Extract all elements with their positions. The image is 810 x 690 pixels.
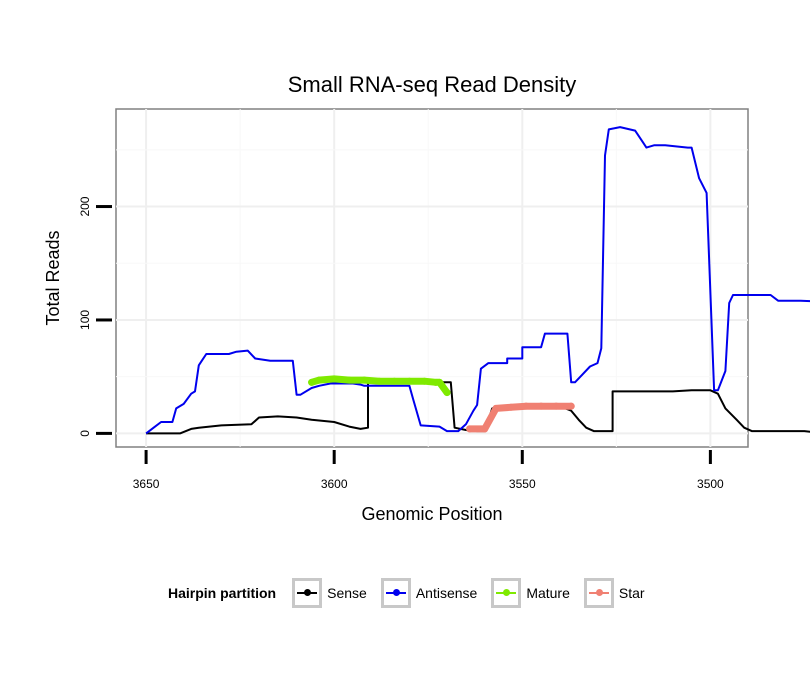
series-point-star bbox=[466, 425, 474, 433]
legend-items: Sense Antisense Mature Star bbox=[292, 578, 658, 608]
x-tick-label: 3650 bbox=[133, 477, 160, 491]
x-tick-label: 3500 bbox=[697, 477, 724, 491]
y-axis-title: Total Reads bbox=[43, 230, 63, 325]
y-tick-label: 0 bbox=[78, 430, 92, 437]
series-point-mature bbox=[345, 376, 353, 384]
series-point-star bbox=[552, 402, 560, 410]
series-point-star bbox=[492, 404, 500, 412]
legend-label: Mature bbox=[526, 585, 570, 601]
y-axis: 0 100 200 bbox=[78, 196, 112, 437]
series-point-star bbox=[507, 403, 515, 411]
series-point-star bbox=[567, 402, 575, 410]
x-axis: 3650 3600 3550 3500 bbox=[133, 450, 724, 491]
x-tick-label: 3550 bbox=[509, 477, 536, 491]
legend-key-mature bbox=[491, 578, 522, 608]
series-point-mature bbox=[436, 378, 444, 386]
series-point-mature bbox=[308, 378, 316, 386]
x-axis-title: Genomic Position bbox=[361, 504, 502, 524]
legend-key-star bbox=[583, 578, 614, 608]
plot-panel bbox=[115, 108, 749, 448]
series-point-mature bbox=[405, 377, 413, 385]
legend-item-mature: Mature bbox=[491, 578, 578, 608]
legend: Hairpin partition Sense Antisense Mature St… bbox=[168, 578, 659, 608]
legend-label: Star bbox=[618, 585, 645, 601]
legend-item-sense: Sense bbox=[292, 578, 375, 608]
series-point-mature bbox=[420, 377, 428, 385]
series-point-star bbox=[522, 402, 530, 410]
series-point-star bbox=[537, 402, 545, 410]
series-layer bbox=[145, 126, 810, 435]
legend-label: Sense bbox=[327, 585, 367, 601]
y-tick-label: 200 bbox=[78, 196, 92, 216]
series-point-mature bbox=[360, 376, 368, 384]
legend-item-star: Star bbox=[583, 578, 653, 608]
legend-item-antisense: Antisense bbox=[380, 578, 485, 608]
series-point-mature bbox=[315, 376, 323, 384]
legend-key-antisense bbox=[380, 578, 411, 608]
chart-title: Small RNA-seq Read Density bbox=[288, 72, 577, 97]
x-tick-label: 3600 bbox=[321, 477, 348, 491]
series-point-mature bbox=[390, 377, 398, 385]
legend-key-sense bbox=[292, 578, 323, 608]
series-point-mature bbox=[443, 389, 451, 397]
series-point-star bbox=[481, 425, 489, 433]
series-point-mature bbox=[330, 375, 338, 383]
legend-title: Hairpin partition bbox=[168, 585, 277, 601]
legend-label: Antisense bbox=[415, 585, 478, 601]
series-point-mature bbox=[375, 377, 383, 385]
y-tick-label: 100 bbox=[78, 310, 92, 330]
series-line-antisense bbox=[145, 126, 810, 435]
